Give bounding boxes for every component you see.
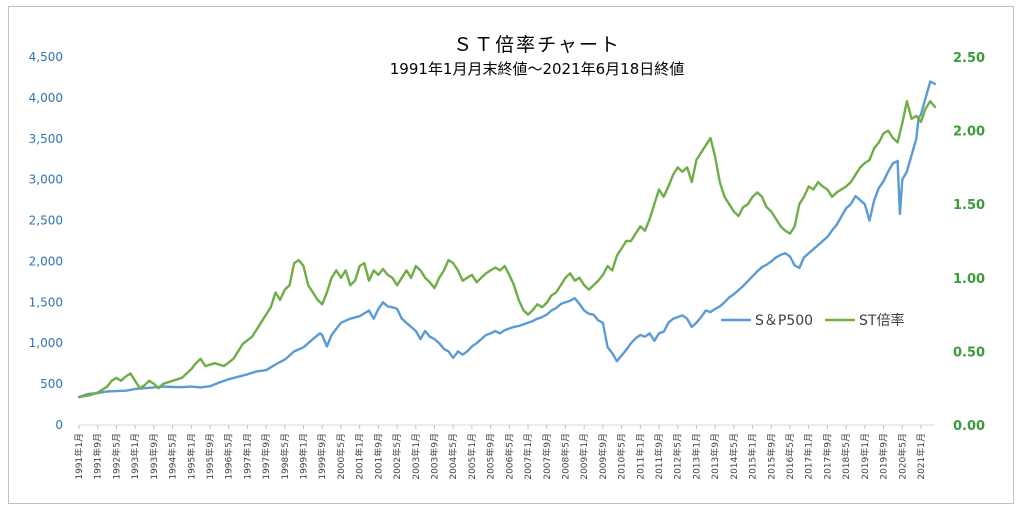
left-axis-tick-label: 2,000	[29, 254, 63, 268]
right-axis-tick-label: 2.50	[953, 51, 985, 66]
left-axis-tick-label: 2,500	[29, 214, 63, 228]
st-ratio-series-line	[77, 100, 937, 399]
x-axis-tick-label: 1999年1月	[298, 433, 310, 480]
x-axis-tick-label: 2005年1月	[466, 433, 478, 480]
x-axis-tick-label: 2019年1月	[859, 433, 871, 480]
x-axis-tick-label: 1993年1月	[129, 433, 141, 480]
x-axis-tick-label: 2013年1月	[690, 433, 702, 480]
x-axis-tick-label: 1993年9月	[148, 433, 160, 480]
x-axis-tick-label: 2010年5月	[616, 433, 628, 480]
right-axis-tick-label: 2.00	[953, 125, 985, 140]
x-axis-tick-label: 2007年1月	[522, 433, 534, 480]
right-axis-tick-label: 1.50	[953, 198, 985, 213]
x-axis-tick-label: 2009年9月	[597, 433, 609, 480]
x-axis-tick-label: 2021年1月	[915, 433, 927, 480]
right-y-axis: 0.00 0.50 1.00 1.50 2.00 2.50	[953, 51, 985, 434]
x-axis-tick-label: 1991年9月	[92, 433, 104, 480]
legend-label-st-ratio: ST倍率	[859, 312, 904, 329]
x-axis-tick-label: 2017年9月	[821, 433, 833, 480]
x-axis-tick-label: 1999年9月	[316, 433, 328, 480]
x-axis-tick-label: 2008年5月	[559, 433, 571, 480]
x-axis-tick-label: 2009年1月	[578, 433, 590, 480]
x-axis-tick-label: 2019年9月	[878, 433, 890, 480]
legend: S＆P500 ST倍率	[721, 312, 904, 329]
x-axis-tick-label: 2011年9月	[653, 433, 665, 480]
st-ratio-chart: ＳＴ倍率チャート 1991年1月月末終値～2021年6月18日終値 0 500 1,…	[29, 34, 985, 480]
x-axis-tick-label: 1997年1月	[241, 433, 253, 480]
x-axis-tick-label: 1994年5月	[167, 433, 179, 480]
x-axis-tick-label: 2001年1月	[354, 433, 366, 480]
left-axis-tick-label: 3,500	[29, 132, 63, 146]
x-axis-tick-label: 2017年1月	[803, 433, 815, 480]
x-axis-tick-label: 2004年5月	[447, 433, 459, 480]
x-axis-tick-label: 2001年9月	[372, 433, 384, 480]
x-axis-tick-label: 2013年9月	[709, 433, 721, 480]
x-axis-tick-label: 2015年1月	[747, 433, 759, 480]
x-axis-tick-label: 1991年1月	[73, 433, 85, 480]
left-axis-tick-label: 1,000	[29, 336, 63, 350]
x-axis-tick-label: 2006年5月	[503, 433, 515, 480]
x-axis-tick-label: 2012年5月	[672, 433, 684, 480]
x-axis-tick-label: 2014年5月	[728, 433, 740, 480]
left-axis-tick-label: 500	[40, 377, 63, 391]
x-axis-tick-label: 2018年5月	[840, 433, 852, 480]
x-axis-tick-label: 1998年5月	[279, 433, 291, 480]
legend-label-sp500: S＆P500	[755, 313, 813, 329]
left-y-axis: 0 500 1,000 1,500 2,000 2,500 3,000 3,500 4,000 4…	[29, 50, 63, 432]
chart-frame: ＳＴ倍率チャート 1991年1月月末終値～2021年6月18日終値 0 500 1,…	[8, 6, 1014, 504]
x-axis-tick-label: 1995年1月	[185, 433, 197, 480]
x-axis: 1991年1月 1991年9月 1992年5月 1993年1月 1993年9月 1994年…	[73, 424, 935, 480]
left-axis-tick-label: 4,000	[29, 91, 63, 105]
x-axis-tick-label: 2000年5月	[335, 433, 347, 480]
right-axis-tick-label: 0.00	[953, 419, 985, 434]
x-axis-tick-label: 2015年9月	[765, 433, 777, 480]
left-axis-tick-label: 3,000	[29, 173, 63, 187]
x-axis-tick-label: 2003年1月	[410, 433, 422, 480]
left-axis-tick-label: 4,500	[29, 50, 63, 64]
right-axis-tick-label: 0.50	[953, 345, 985, 360]
x-axis-tick-label: 1995年9月	[204, 433, 216, 480]
x-axis-tick-label: 2003年9月	[428, 433, 440, 480]
plot-area	[77, 80, 937, 399]
left-axis-tick-label: 0	[55, 418, 63, 432]
x-axis-tick-label: 2002年5月	[391, 433, 403, 480]
sp500-series-line	[77, 80, 937, 399]
x-axis-tick-label: 2020年5月	[896, 433, 908, 480]
x-axis-tick-label: 1996年5月	[223, 433, 235, 480]
chart-title: ＳＴ倍率チャート	[453, 34, 621, 56]
x-axis-tick-label: 1997年9月	[260, 433, 272, 480]
x-axis-tick-label: 1992年5月	[110, 433, 122, 480]
x-axis-tick-label: 2007年9月	[541, 433, 553, 480]
left-axis-tick-label: 1,500	[29, 295, 63, 309]
chart-subtitle: 1991年1月月末終値～2021年6月18日終値	[390, 60, 685, 78]
x-axis-tick-label: 2005年9月	[485, 433, 497, 480]
right-axis-tick-label: 1.00	[953, 272, 985, 287]
x-axis-tick-label: 2016年5月	[784, 433, 796, 480]
x-axis-tick-label: 2011年1月	[634, 433, 646, 480]
